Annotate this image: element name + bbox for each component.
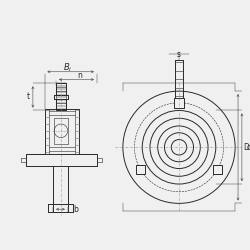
Text: n: n — [77, 71, 82, 80]
Text: b: b — [73, 205, 78, 214]
Bar — [174, 98, 184, 108]
Text: d: d — [247, 143, 250, 152]
Text: $B_i$: $B_i$ — [63, 62, 72, 74]
Text: t: t — [26, 92, 30, 102]
Bar — [213, 165, 222, 174]
Bar — [136, 165, 145, 174]
Text: s: s — [177, 50, 181, 59]
Text: D: D — [243, 143, 249, 152]
